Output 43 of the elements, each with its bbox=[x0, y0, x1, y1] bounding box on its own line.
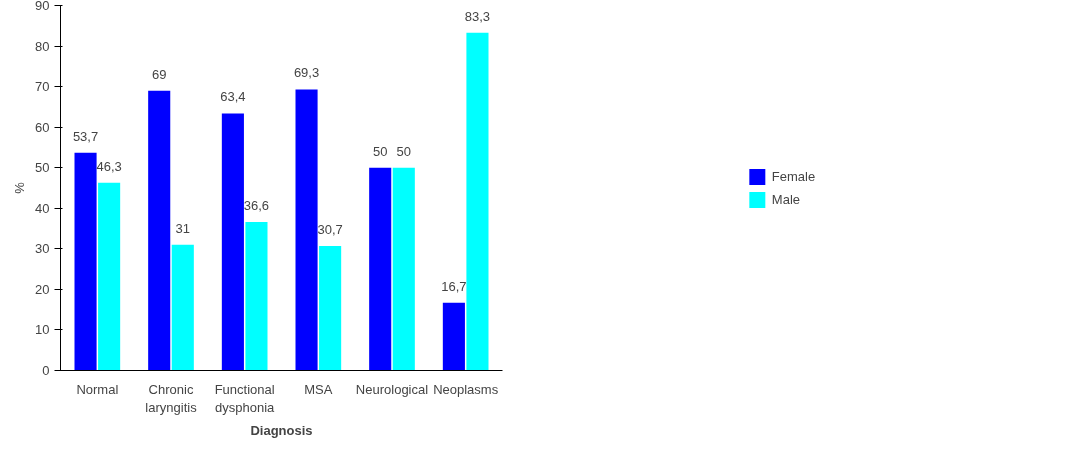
data-label: 16,7 bbox=[441, 278, 467, 294]
data-label: 50 bbox=[396, 143, 412, 159]
data-label: 53,7 bbox=[72, 128, 99, 144]
data-label: 63,4 bbox=[220, 89, 246, 105]
bar bbox=[74, 152, 97, 371]
y-tick-label: 0 bbox=[42, 363, 50, 378]
y-tick-label: 70 bbox=[35, 79, 50, 95]
legend-label: Male bbox=[771, 191, 801, 207]
data-label: 31 bbox=[175, 220, 191, 236]
x-tick-label: Functional dysphonia bbox=[214, 381, 276, 415]
x-tick-label: Neoplasms bbox=[433, 381, 499, 397]
bar bbox=[369, 167, 392, 371]
x-axis-title: Diagnosis bbox=[250, 422, 313, 438]
x-tick-label: MSA bbox=[304, 381, 333, 397]
bar bbox=[221, 113, 244, 371]
bar bbox=[245, 222, 268, 371]
x-tick-label: Chronic laryngitis bbox=[145, 381, 198, 415]
data-label: 50 bbox=[372, 143, 388, 159]
y-tick-label: 20 bbox=[35, 281, 50, 297]
bar bbox=[295, 89, 318, 371]
y-tick-label: 80 bbox=[35, 38, 50, 54]
data-label: 30,7 bbox=[317, 221, 343, 237]
y-axis-title: % bbox=[12, 181, 28, 194]
data-label: 69,3 bbox=[293, 65, 320, 81]
bar bbox=[171, 244, 194, 371]
bar bbox=[98, 182, 121, 371]
y-tick-label: 10 bbox=[35, 322, 50, 338]
data-label: 83,3 bbox=[464, 8, 491, 24]
x-tick-label: Normal bbox=[76, 381, 119, 397]
bar bbox=[442, 302, 465, 371]
bar bbox=[392, 167, 415, 371]
y-tick-label: 40 bbox=[35, 200, 50, 216]
bar bbox=[319, 245, 342, 371]
x-tick-label: Neurological bbox=[355, 381, 429, 397]
y-tick-label: 50 bbox=[35, 160, 50, 176]
y-tick-label: 60 bbox=[35, 119, 50, 135]
data-label: 36,6 bbox=[243, 198, 270, 214]
y-tick-label: 30 bbox=[35, 241, 50, 257]
bar bbox=[466, 32, 489, 371]
y-tick-label: 90 bbox=[35, 0, 50, 13]
data-label: 69 bbox=[151, 66, 167, 82]
bar bbox=[148, 90, 171, 371]
legend-label: Female bbox=[771, 168, 816, 184]
